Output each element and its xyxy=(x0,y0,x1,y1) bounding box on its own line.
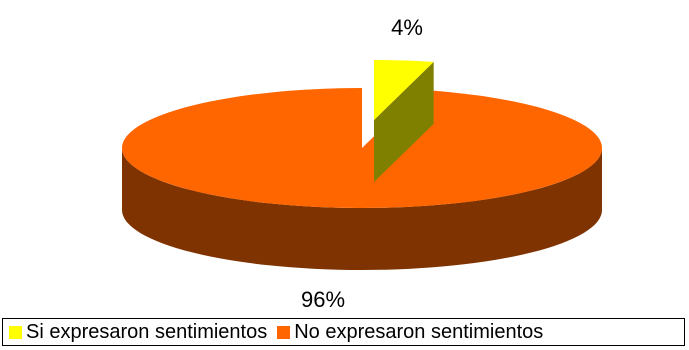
legend-swatch-si xyxy=(9,325,22,339)
pie-slice-no xyxy=(121,88,602,208)
data-label-si: 4% xyxy=(391,15,423,40)
pie-side-si xyxy=(374,61,434,182)
data-label-no: 96% xyxy=(301,287,345,312)
legend: Si expresaron sentimientos No expresaron… xyxy=(2,318,685,346)
legend-item-no: No expresaron sentimientos xyxy=(277,321,543,344)
pie-slice-si xyxy=(374,60,434,120)
legend-swatch-no xyxy=(277,325,291,339)
legend-label-no: No expresaron sentimientos xyxy=(294,320,544,343)
pie-chart: 4% 96% xyxy=(121,15,602,312)
legend-label-si: Si expresaron sentimientos xyxy=(26,320,268,343)
pie-side-no xyxy=(122,148,602,270)
legend-item-si: Si expresaron sentimientos xyxy=(9,321,267,344)
